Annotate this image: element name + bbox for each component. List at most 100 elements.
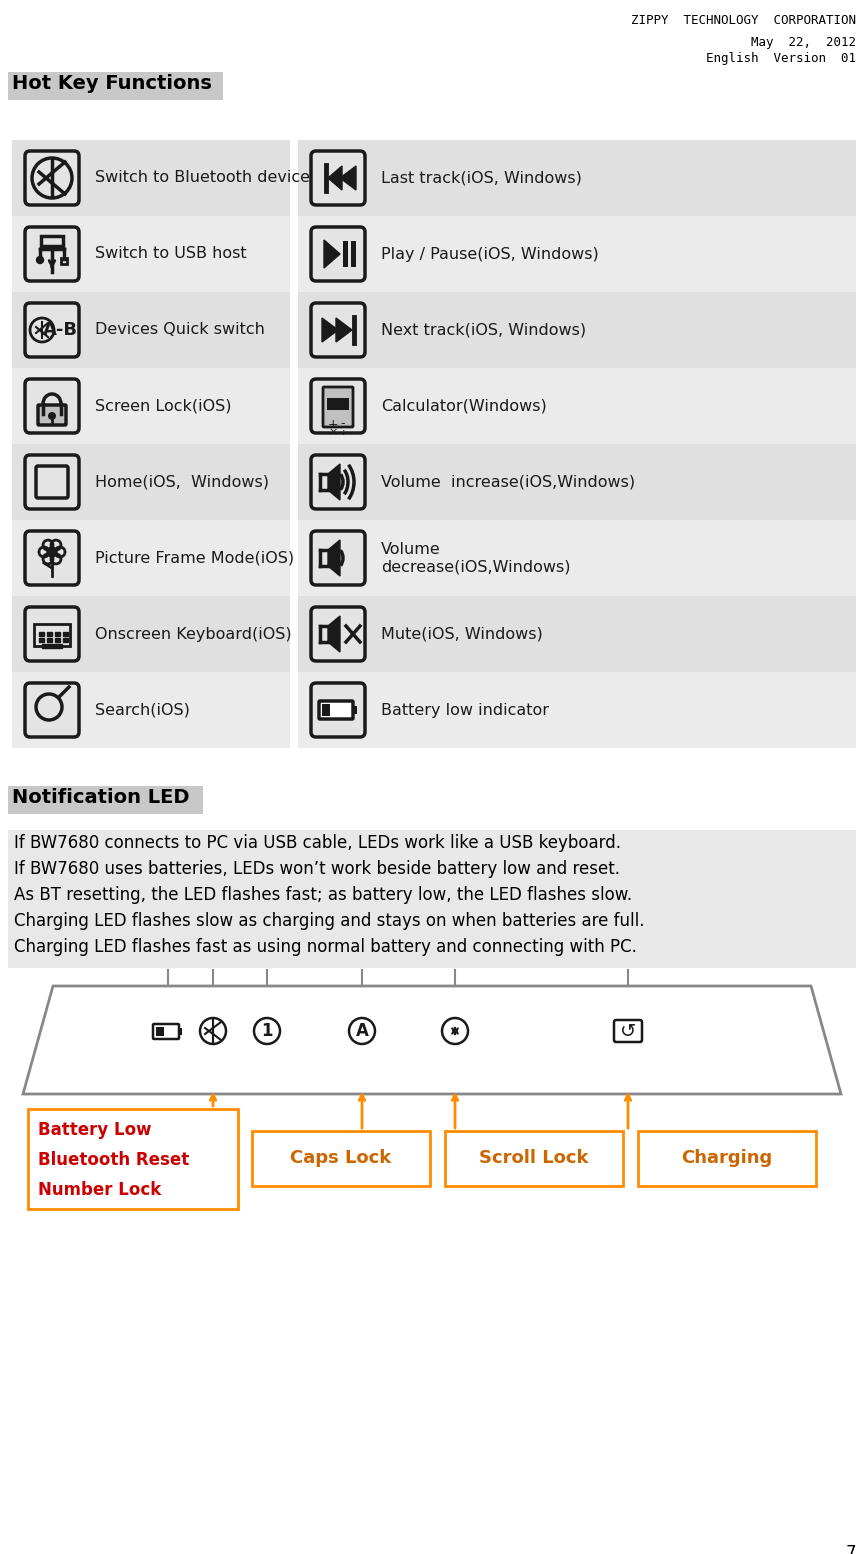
Text: If BW7680 connects to PC via USB cable, LEDs work like a USB keyboard.: If BW7680 connects to PC via USB cable, … xyxy=(14,834,621,852)
Text: Mute(iOS, Windows): Mute(iOS, Windows) xyxy=(381,626,543,642)
FancyBboxPatch shape xyxy=(25,227,79,281)
Text: Home(iOS,  Windows): Home(iOS, Windows) xyxy=(95,474,269,490)
Bar xyxy=(39,639,44,642)
Bar xyxy=(298,216,856,292)
Bar xyxy=(445,1131,623,1186)
Text: ↺: ↺ xyxy=(619,1021,636,1041)
Bar xyxy=(178,1029,182,1035)
Polygon shape xyxy=(322,319,338,342)
FancyBboxPatch shape xyxy=(25,608,79,660)
Circle shape xyxy=(48,412,56,420)
Circle shape xyxy=(36,256,43,264)
Text: Notification LED: Notification LED xyxy=(12,788,189,807)
FancyBboxPatch shape xyxy=(311,379,365,434)
Text: Calculator(Windows): Calculator(Windows) xyxy=(381,398,547,413)
FancyBboxPatch shape xyxy=(25,531,79,584)
FancyBboxPatch shape xyxy=(323,387,353,427)
Text: Bluetooth Reset: Bluetooth Reset xyxy=(38,1152,189,1169)
FancyBboxPatch shape xyxy=(25,303,79,357)
Text: Scroll Lock: Scroll Lock xyxy=(480,1148,588,1167)
Text: -: - xyxy=(340,418,346,430)
Bar xyxy=(12,521,290,597)
Text: Battery low indicator: Battery low indicator xyxy=(381,702,549,718)
FancyBboxPatch shape xyxy=(311,227,365,281)
Text: ×: × xyxy=(328,427,338,437)
FancyBboxPatch shape xyxy=(25,151,79,205)
Text: Onscreen Keyboard(iOS): Onscreen Keyboard(iOS) xyxy=(95,626,292,642)
Text: +: + xyxy=(327,418,339,430)
Bar xyxy=(8,71,223,99)
Bar xyxy=(343,241,348,267)
Text: Switch to USB host: Switch to USB host xyxy=(95,247,246,261)
FancyBboxPatch shape xyxy=(25,684,79,737)
Polygon shape xyxy=(23,985,841,1094)
Bar xyxy=(298,444,856,521)
Text: ÷: ÷ xyxy=(339,427,347,437)
Text: A-B: A-B xyxy=(42,322,78,339)
Polygon shape xyxy=(328,615,340,653)
Bar xyxy=(12,444,290,521)
Bar xyxy=(298,671,856,747)
Bar xyxy=(322,704,330,716)
Text: Charging: Charging xyxy=(682,1148,772,1167)
Text: A: A xyxy=(356,1023,368,1040)
Text: Play / Pause(iOS, Windows): Play / Pause(iOS, Windows) xyxy=(381,247,599,261)
FancyBboxPatch shape xyxy=(319,701,353,720)
Text: Volume  increase(iOS,Windows): Volume increase(iOS,Windows) xyxy=(381,474,635,490)
Bar xyxy=(63,639,68,642)
Bar xyxy=(252,1131,430,1186)
Text: Last track(iOS, Windows): Last track(iOS, Windows) xyxy=(381,171,581,185)
Text: If BW7680 uses batteries, LEDs won’t work beside battery low and reset.: If BW7680 uses batteries, LEDs won’t wor… xyxy=(14,859,620,878)
Bar xyxy=(352,706,357,713)
Bar xyxy=(12,140,290,216)
Bar xyxy=(156,1027,164,1037)
Polygon shape xyxy=(336,319,352,342)
Bar xyxy=(327,398,349,410)
Bar xyxy=(12,216,290,292)
FancyBboxPatch shape xyxy=(311,531,365,584)
Polygon shape xyxy=(328,465,340,500)
Bar xyxy=(298,140,856,216)
Text: 7: 7 xyxy=(846,1545,856,1554)
Bar xyxy=(298,597,856,671)
FancyBboxPatch shape xyxy=(311,151,365,205)
FancyBboxPatch shape xyxy=(25,379,79,434)
Text: Charging LED flashes slow as charging and stays on when batteries are full.: Charging LED flashes slow as charging an… xyxy=(14,912,645,929)
Polygon shape xyxy=(324,239,340,267)
Text: Screen Lock(iOS): Screen Lock(iOS) xyxy=(95,398,232,413)
Bar xyxy=(12,597,290,671)
Bar xyxy=(298,521,856,597)
Text: ZIPPY  TECHNOLOGY  CORPORATION: ZIPPY TECHNOLOGY CORPORATION xyxy=(631,14,856,26)
Text: Charging LED flashes fast as using normal battery and connecting with PC.: Charging LED flashes fast as using norma… xyxy=(14,939,637,956)
FancyBboxPatch shape xyxy=(311,684,365,737)
Bar xyxy=(39,632,44,636)
Bar xyxy=(12,292,290,368)
Text: Picture Frame Mode(iOS): Picture Frame Mode(iOS) xyxy=(95,550,294,566)
Text: Caps Lock: Caps Lock xyxy=(290,1148,391,1167)
FancyBboxPatch shape xyxy=(311,455,365,510)
FancyBboxPatch shape xyxy=(38,406,66,424)
Bar xyxy=(61,258,67,264)
Bar xyxy=(55,639,60,642)
Text: Search(iOS): Search(iOS) xyxy=(95,702,190,718)
Text: Number Lock: Number Lock xyxy=(38,1181,162,1200)
Bar xyxy=(8,786,203,814)
Bar xyxy=(8,830,856,968)
FancyBboxPatch shape xyxy=(25,455,79,510)
Text: May  22,  2012: May 22, 2012 xyxy=(751,36,856,50)
Bar xyxy=(47,639,52,642)
Polygon shape xyxy=(340,166,356,190)
Text: Hot Key Functions: Hot Key Functions xyxy=(12,75,212,93)
Bar xyxy=(28,1110,238,1209)
Text: Next track(iOS, Windows): Next track(iOS, Windows) xyxy=(381,323,586,337)
Text: Devices Quick switch: Devices Quick switch xyxy=(95,323,265,337)
Bar xyxy=(63,632,68,636)
Text: As BT resetting, the LED flashes fast; as battery low, the LED flashes slow.: As BT resetting, the LED flashes fast; a… xyxy=(14,886,632,904)
Polygon shape xyxy=(328,166,342,190)
FancyBboxPatch shape xyxy=(311,303,365,357)
Text: Volume
decrease(iOS,Windows): Volume decrease(iOS,Windows) xyxy=(381,542,570,573)
Bar xyxy=(638,1131,816,1186)
FancyBboxPatch shape xyxy=(153,1024,179,1040)
Bar xyxy=(55,632,60,636)
Bar xyxy=(34,625,70,646)
